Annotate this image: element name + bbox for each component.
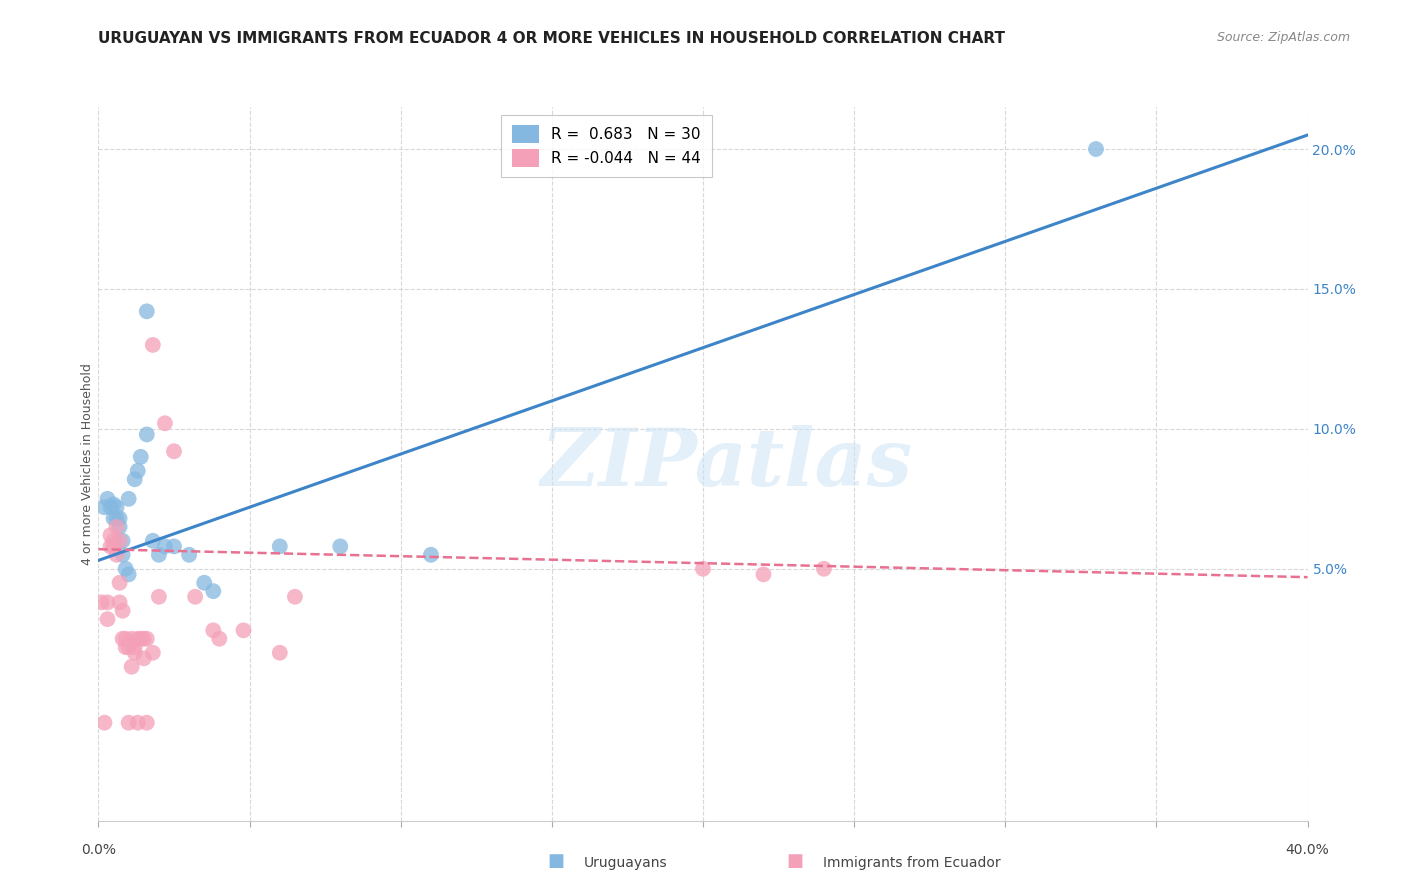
Point: [108, 533, 131, 548]
Point: [177, 548, 201, 562]
Point: [148, 590, 170, 604]
Point: [752, 567, 775, 582]
Text: 0.0%: 0.0%: [82, 843, 115, 857]
Point: [93, 500, 115, 515]
Point: [114, 632, 136, 646]
Text: 40.0%: 40.0%: [1285, 843, 1330, 857]
Point: [127, 715, 149, 730]
Point: [121, 632, 143, 646]
Point: [105, 520, 128, 534]
Point: [100, 500, 122, 515]
Point: [103, 540, 125, 554]
Point: [142, 338, 165, 352]
Point: [202, 624, 225, 638]
Point: [118, 640, 141, 654]
Point: [114, 640, 136, 654]
Point: [813, 562, 835, 576]
Y-axis label: 4 or more Vehicles in Household: 4 or more Vehicles in Household: [80, 363, 94, 565]
Text: ■: ■: [786, 852, 803, 870]
Point: [96, 491, 118, 506]
Point: [284, 590, 307, 604]
Point: [108, 520, 131, 534]
Point: [135, 304, 157, 318]
Point: [124, 646, 146, 660]
Point: [132, 651, 155, 665]
Text: ■: ■: [547, 852, 564, 870]
Point: [111, 533, 134, 548]
Point: [135, 632, 157, 646]
Point: [90, 595, 112, 609]
Point: [111, 632, 134, 646]
Point: [132, 632, 155, 646]
Point: [105, 500, 128, 515]
Point: [103, 497, 125, 511]
Legend: R =  0.683   N = 30, R = -0.044   N = 44: R = 0.683 N = 30, R = -0.044 N = 44: [501, 115, 711, 178]
Point: [124, 472, 146, 486]
Text: Immigrants from Ecuador: Immigrants from Ecuador: [823, 855, 1000, 870]
Point: [193, 575, 215, 590]
Point: [129, 450, 152, 464]
Point: [118, 567, 141, 582]
Point: [129, 632, 152, 646]
Point: [93, 715, 115, 730]
Point: [142, 646, 165, 660]
Point: [269, 540, 291, 554]
Point: [269, 646, 291, 660]
Point: [127, 632, 149, 646]
Point: [135, 715, 157, 730]
Point: [114, 562, 136, 576]
Text: Source: ZipAtlas.com: Source: ZipAtlas.com: [1216, 31, 1350, 45]
Point: [105, 511, 128, 525]
Point: [153, 417, 176, 431]
Point: [108, 595, 131, 609]
Point: [105, 548, 128, 562]
Point: [118, 715, 141, 730]
Point: [142, 533, 165, 548]
Text: ZIPatlas: ZIPatlas: [541, 425, 914, 502]
Point: [202, 584, 225, 599]
Point: [135, 427, 157, 442]
Text: Uruguayans: Uruguayans: [583, 855, 666, 870]
Point: [118, 491, 141, 506]
Point: [127, 464, 149, 478]
Point: [692, 562, 714, 576]
Point: [108, 575, 131, 590]
Point: [111, 604, 134, 618]
Point: [96, 612, 118, 626]
Point: [111, 548, 134, 562]
Point: [103, 533, 125, 548]
Point: [108, 511, 131, 525]
Point: [153, 540, 176, 554]
Point: [103, 511, 125, 525]
Point: [121, 659, 143, 673]
Point: [232, 624, 254, 638]
Point: [1085, 142, 1108, 156]
Point: [208, 632, 231, 646]
Text: URUGUAYAN VS IMMIGRANTS FROM ECUADOR 4 OR MORE VEHICLES IN HOUSEHOLD CORRELATION: URUGUAYAN VS IMMIGRANTS FROM ECUADOR 4 O…: [98, 31, 1005, 46]
Point: [329, 540, 352, 554]
Point: [184, 590, 207, 604]
Point: [419, 548, 441, 562]
Point: [148, 548, 170, 562]
Point: [100, 540, 122, 554]
Point: [163, 540, 186, 554]
Point: [124, 640, 146, 654]
Point: [100, 528, 122, 542]
Point: [163, 444, 186, 458]
Point: [96, 595, 118, 609]
